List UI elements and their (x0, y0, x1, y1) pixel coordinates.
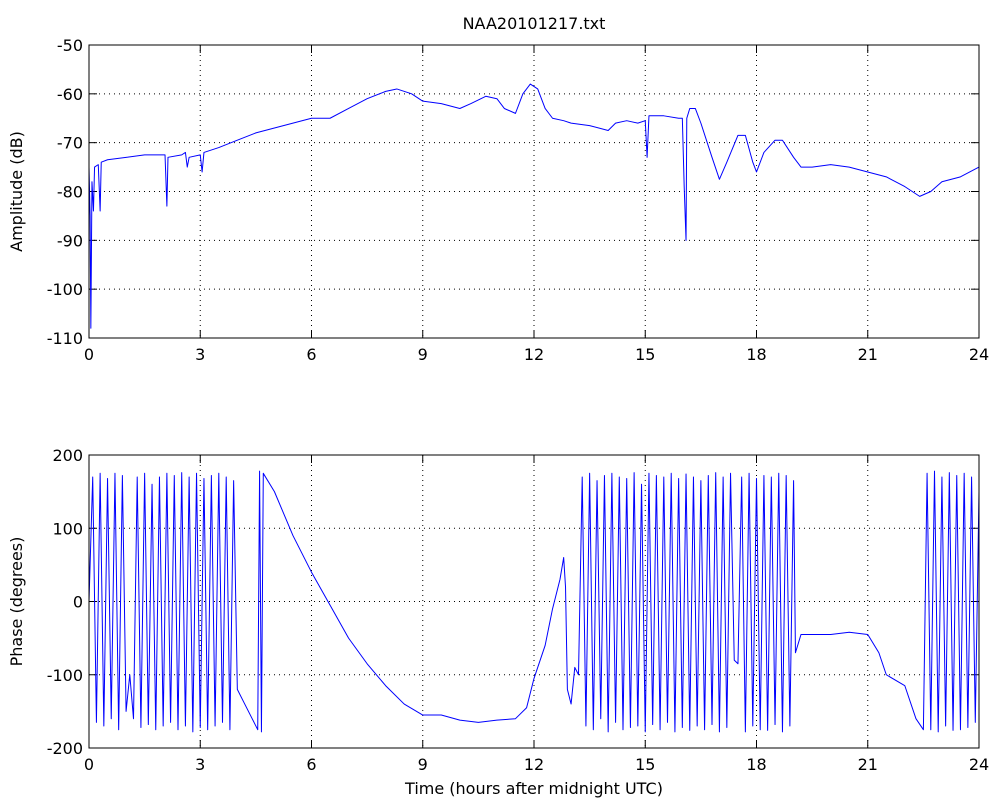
axes-box (88, 454, 980, 749)
x-axis-label: Time (hours after midnight UTC) (404, 779, 663, 798)
y-tick-label: -60 (57, 85, 83, 104)
axes-box (88, 44, 980, 339)
y-tick-label: -100 (47, 280, 83, 299)
y-tick-label: -100 (47, 666, 83, 685)
x-tick-label: 18 (746, 755, 766, 774)
y-tick-label: 200 (52, 446, 83, 465)
data-line (88, 470, 980, 733)
x-tick-label: 0 (84, 345, 94, 364)
x-tick-label: 12 (524, 345, 544, 364)
y-tick-label: -70 (57, 134, 83, 153)
chart-title: NAA20101217.txt (463, 14, 606, 33)
x-tick-label: 9 (418, 755, 428, 774)
y-tick-label: -50 (57, 36, 83, 55)
y-tick-label: 0 (73, 593, 83, 612)
x-tick-label: 15 (635, 345, 655, 364)
x-tick-label: 12 (524, 755, 544, 774)
y-tick-label: -90 (57, 231, 83, 250)
y-tick-label: -110 (47, 329, 83, 348)
x-tick-label: 18 (746, 345, 766, 364)
x-tick-label: 9 (418, 345, 428, 364)
x-tick-label: 6 (306, 345, 316, 364)
y-axis-label: Phase (degrees) (7, 537, 26, 667)
x-tick-label: 3 (195, 345, 205, 364)
x-tick-label: 3 (195, 755, 205, 774)
x-tick-label: 21 (858, 755, 878, 774)
data-line (88, 83, 980, 329)
x-tick-label: 15 (635, 755, 655, 774)
y-tick-label: -80 (57, 183, 83, 202)
x-tick-label: 24 (969, 755, 989, 774)
y-axis-label: Amplitude (dB) (7, 131, 26, 252)
x-tick-label: 0 (84, 755, 94, 774)
y-tick-label: 100 (52, 519, 83, 538)
x-tick-label: 21 (858, 345, 878, 364)
y-tick-label: -200 (47, 739, 83, 758)
x-tick-label: 6 (306, 755, 316, 774)
x-tick-label: 24 (969, 345, 989, 364)
